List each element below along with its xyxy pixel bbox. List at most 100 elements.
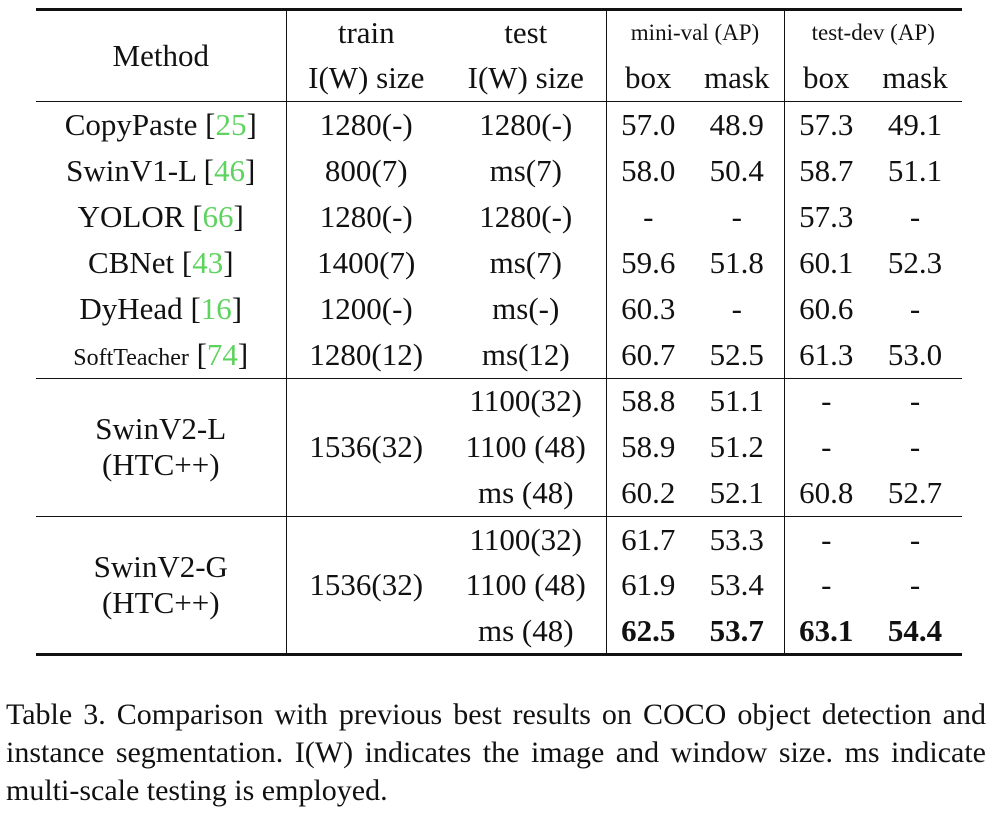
table-row: YOLOR [66] 1280(-) 1280(-) - - 57.3 - (36, 193, 962, 240)
header-test: test (446, 9, 607, 56)
minival-mask: 51.2 (690, 424, 785, 471)
minival-mask: 51.1 (690, 378, 785, 425)
minival-mask: - (690, 193, 785, 240)
testdev-mask: - (909, 521, 921, 557)
minival-box: 61.9 (621, 567, 676, 603)
minival-mask: 48.9 (690, 101, 785, 148)
test-size: ms(12) (446, 331, 607, 379)
minival-mask: - (690, 285, 785, 332)
table-row: 1100 (48) 58.9 51.2 - - (36, 424, 962, 471)
testdev-box: - (821, 521, 832, 557)
minival-mask: 50.4 (690, 147, 785, 194)
testdev-mask: - (909, 567, 921, 603)
testdev-mask: - (909, 429, 921, 465)
method-variant: (HTC++) (101, 447, 220, 483)
table-row: 1100 (48) 61.9 53.4 - - (36, 562, 962, 609)
header-train: train (337, 15, 395, 51)
minival-mask: 53.4 (690, 562, 785, 609)
method-name: CBNet (87, 244, 175, 280)
minival-mask: 52.5 (690, 331, 785, 379)
method-cell: SoftTeacher [74] (36, 331, 287, 379)
header-method: Method (36, 9, 287, 102)
table-row: ms (48) 60.2 52.1 60.8 52.7 (36, 470, 962, 517)
minival-box: 58.8 (621, 383, 676, 419)
test-size: 1280(-) (446, 101, 607, 148)
test-size: ms(-) (446, 285, 607, 332)
testdev-mask: - (909, 383, 921, 419)
citation-number: 46 (214, 152, 245, 188)
results-table: Method train test mini-val (AP) test-dev… (36, 8, 962, 657)
method-cell: SwinV2-G (HTC++) (36, 516, 287, 657)
minival-mask: 53.7 (690, 608, 785, 657)
method-variant: (HTC++) (101, 584, 220, 620)
table-caption: Table 3. Comparison with previous best r… (6, 698, 986, 807)
minival-box: 57.0 (621, 106, 676, 142)
header-test-size: I(W) size (446, 55, 607, 102)
minival-box: 60.2 (621, 475, 676, 511)
test-size: ms(7) (446, 239, 607, 286)
testdev-mask: 51.1 (887, 152, 943, 188)
test-size: ms (48) (446, 608, 607, 657)
testdev-box: 60.6 (799, 290, 854, 326)
testdev-box: - (821, 429, 832, 465)
test-size: 1280(-) (446, 193, 607, 240)
method-name: SwinV1-L (66, 152, 196, 188)
train-size: 1280(-) (319, 198, 413, 234)
citation: [46] (203, 152, 256, 188)
testdev-box: 60.1 (799, 244, 854, 280)
citation: [43] (181, 244, 234, 280)
minival-box: 60.7 (621, 336, 676, 372)
train-size: 1536(32) (286, 516, 446, 657)
header-minival-mask: mask (690, 55, 785, 102)
header-minival: mini-val (AP) (606, 9, 785, 56)
minival-box: 61.7 (621, 521, 676, 557)
method-name: CopyPaste (64, 106, 198, 142)
test-size: 1100(32) (446, 516, 607, 563)
citation: [74] (196, 336, 249, 372)
citation: [16] (190, 290, 243, 326)
table-row: SwinV2-L (HTC++) 1536(32) 1100(32) 58.8 5… (36, 378, 962, 517)
train-size: 1200(-) (319, 290, 413, 326)
minival-box: 58.9 (621, 429, 676, 465)
minival-mask: 53.3 (690, 516, 785, 563)
method-name: YOLOR (77, 198, 185, 234)
minival-box: 60.3 (621, 290, 676, 326)
table-row: ms (48) 62.5 53.7 63.1 54.4 (36, 608, 962, 657)
citation-number: 25 (215, 106, 247, 142)
header-row-2: I(W) size I(W) size box mask box mask (36, 55, 962, 102)
table-row: CBNet [43] 1400(7) ms(7) 59.6 51.8 60.1 … (36, 239, 962, 286)
test-size: 1100 (48) (446, 562, 607, 609)
method-cell: YOLOR [66] (36, 193, 287, 240)
citation: [25] (205, 106, 257, 142)
citation-number: 43 (192, 244, 224, 280)
testdev-box: - (821, 383, 832, 419)
testdev-box: 57.3 (799, 106, 854, 142)
minival-box: - (643, 198, 654, 234)
test-size: 1100 (48) (446, 424, 607, 471)
header-testdev-mask: mask (882, 60, 948, 96)
method-cell: DyHead [16] (36, 285, 287, 332)
citation-number: 16 (200, 290, 232, 326)
testdev-box: 63.1 (784, 608, 868, 657)
minival-box: 59.6 (621, 244, 676, 280)
train-size: 1280(12) (309, 336, 424, 372)
testdev-box: 60.8 (799, 475, 854, 511)
table-row: SwinV1-L [46] 800(7) ms(7) 58.0 50.4 58.… (36, 147, 962, 194)
minival-mask: 51.8 (690, 239, 785, 286)
table-row: DyHead [16] 1200(-) ms(-) 60.3 - 60.6 - (36, 285, 962, 332)
minival-box: 62.5 (606, 608, 690, 657)
train-size: 800(7) (324, 152, 408, 188)
testdev-box: 58.7 (799, 152, 854, 188)
method-name: DyHead (79, 290, 183, 326)
testdev-box: 61.3 (799, 336, 854, 372)
method-name: SoftTeacher (73, 344, 189, 371)
testdev-box: - (821, 567, 832, 603)
train-size: 1400(7) (317, 244, 416, 280)
testdev-mask: - (909, 198, 921, 234)
table-row: SoftTeacher [74] 1280(12) ms(12) 60.7 52… (36, 331, 962, 379)
method-cell: SwinV1-L [46] (36, 147, 287, 194)
header-minival-box: box (625, 60, 672, 96)
testdev-mask: 53.0 (887, 336, 943, 372)
testdev-mask: - (909, 290, 921, 326)
minival-box: 58.0 (621, 152, 676, 188)
